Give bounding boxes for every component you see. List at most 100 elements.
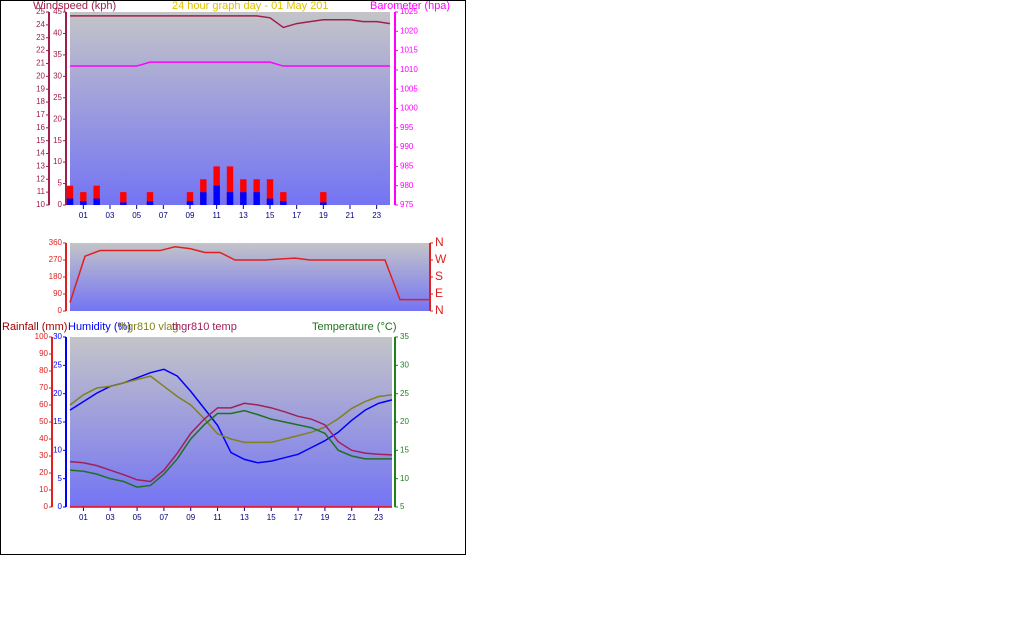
line bbox=[69, 375, 393, 444]
x-tick-label: 13 bbox=[239, 211, 248, 220]
y-tick-label: 5 bbox=[58, 474, 63, 483]
y-tick-label: 10 bbox=[39, 485, 48, 494]
x-tick-label: 19 bbox=[319, 211, 328, 220]
y-tick-label: 35 bbox=[53, 50, 62, 59]
x-tick-label: 23 bbox=[374, 513, 383, 522]
bar bbox=[146, 201, 154, 205]
y-tick-label: 13 bbox=[36, 162, 45, 171]
y-tick-label: 20 bbox=[400, 417, 409, 426]
y-tick-label: 80 bbox=[39, 366, 48, 375]
y-tick-label: 1020 bbox=[400, 26, 418, 35]
y-tick-label: 25 bbox=[36, 7, 45, 16]
y-tick-label: 50 bbox=[39, 417, 48, 426]
bar bbox=[320, 202, 327, 205]
y-tick-label: 20 bbox=[53, 114, 62, 123]
y-tick-label: 20 bbox=[36, 71, 45, 80]
x-tick-label: 09 bbox=[186, 513, 195, 522]
bar bbox=[93, 198, 100, 205]
y-tick-label: 19 bbox=[36, 84, 45, 93]
y-tick-label: W bbox=[435, 252, 447, 266]
y-tick-label: S bbox=[435, 269, 443, 283]
x-tick-label: 15 bbox=[267, 513, 276, 522]
y-tick-label: 15 bbox=[53, 417, 62, 426]
x-tick-label: 15 bbox=[266, 211, 275, 220]
bar bbox=[120, 202, 127, 205]
bar bbox=[200, 192, 207, 205]
y-tick-label: 5 bbox=[58, 179, 63, 188]
y-tick-label: 15 bbox=[53, 136, 62, 145]
y-tick-label: 70 bbox=[39, 383, 48, 392]
y-tick-label: 25 bbox=[53, 360, 62, 369]
bar bbox=[280, 192, 287, 205]
y-tick-label: 20 bbox=[53, 389, 62, 398]
y-tick-label: 0 bbox=[44, 502, 49, 511]
y-tick-label: 10 bbox=[400, 474, 409, 483]
y-tick-label: 1005 bbox=[400, 84, 418, 93]
y-tick-label: 15 bbox=[36, 136, 45, 145]
x-tick-label: 09 bbox=[186, 211, 195, 220]
bar bbox=[93, 185, 100, 205]
y-tick-label: 10 bbox=[53, 445, 62, 454]
x-tick-label: 11 bbox=[213, 211, 222, 220]
y-tick-label: 0 bbox=[58, 200, 63, 209]
y-tick-label: 23 bbox=[36, 33, 45, 42]
x-tick-label: 01 bbox=[79, 513, 88, 522]
x-tick-label: 17 bbox=[294, 513, 303, 522]
bar bbox=[240, 192, 247, 205]
line bbox=[69, 409, 392, 488]
y-tick-label: 100 bbox=[35, 332, 49, 341]
x-tick-label: 23 bbox=[372, 211, 381, 220]
y-tick-label: 45 bbox=[53, 7, 62, 16]
bar bbox=[120, 192, 127, 205]
x-tick-label: 21 bbox=[346, 211, 355, 220]
y-tick-label: 10 bbox=[36, 200, 45, 209]
bar bbox=[80, 192, 87, 205]
x-tick-label: 17 bbox=[292, 211, 301, 220]
x-tick-label: 03 bbox=[106, 513, 115, 522]
plot-area bbox=[70, 337, 392, 507]
y-tick-label: 1000 bbox=[400, 104, 418, 113]
y-tick-label: 5 bbox=[400, 502, 405, 511]
y-tick-label: 40 bbox=[53, 29, 62, 38]
x-tick-label: 07 bbox=[159, 513, 168, 522]
y-tick-label: 30 bbox=[39, 451, 48, 460]
bar bbox=[213, 185, 220, 205]
y-tick-label: 18 bbox=[36, 97, 45, 106]
y-tick-label: 24 bbox=[36, 20, 45, 29]
line bbox=[69, 402, 393, 483]
y-tick-label: 60 bbox=[39, 400, 48, 409]
y-tick-label: 0 bbox=[58, 502, 63, 511]
y-tick-label: 12 bbox=[36, 174, 45, 183]
y-tick-label: 11 bbox=[37, 187, 46, 196]
bar bbox=[80, 201, 87, 205]
x-tick-label: 13 bbox=[240, 513, 249, 522]
x-tick-label: 11 bbox=[213, 513, 222, 522]
y-tick-label: 980 bbox=[400, 181, 414, 190]
y-tick-label: E bbox=[435, 286, 443, 300]
x-tick-label: 21 bbox=[347, 513, 356, 522]
y-tick-label: 10 bbox=[53, 157, 62, 166]
bar bbox=[280, 201, 287, 205]
bar bbox=[226, 166, 234, 205]
bar bbox=[266, 198, 274, 205]
y-tick-label: 0 bbox=[58, 306, 63, 315]
y-tick-label: 14 bbox=[36, 149, 45, 158]
y-tick-label: N bbox=[435, 303, 444, 317]
y-tick-label: 35 bbox=[400, 332, 409, 341]
y-tick-label: 40 bbox=[39, 434, 48, 443]
x-tick-label: 05 bbox=[132, 211, 141, 220]
bar bbox=[226, 192, 234, 205]
line bbox=[70, 15, 391, 29]
y-tick-label: 15 bbox=[400, 445, 409, 454]
y-tick-label: 30 bbox=[400, 360, 409, 369]
axis-title: Temperature (°C) bbox=[312, 321, 396, 333]
bar bbox=[186, 192, 194, 205]
plot-area bbox=[70, 243, 430, 311]
x-tick-label: 19 bbox=[320, 513, 329, 522]
axis-title: Windspeed (kph) bbox=[33, 0, 116, 12]
x-tick-label: 01 bbox=[79, 211, 88, 220]
y-tick-label: 995 bbox=[400, 123, 414, 132]
y-tick-label: 30 bbox=[53, 332, 62, 341]
y-tick-label: N bbox=[435, 235, 444, 249]
